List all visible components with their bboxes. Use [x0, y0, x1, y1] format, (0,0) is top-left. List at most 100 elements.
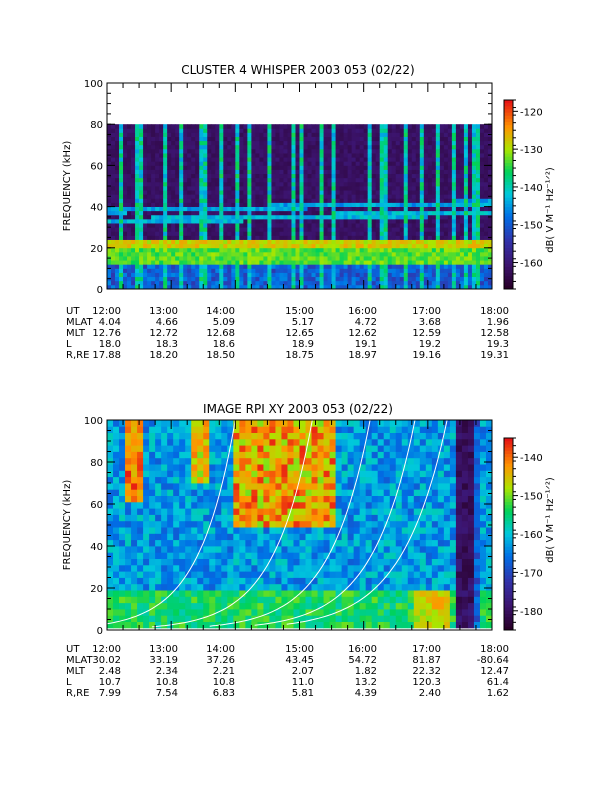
- spectrogram-cell: [143, 590, 150, 597]
- spectrogram-cell: [127, 165, 132, 170]
- spectrogram-cell: [187, 144, 192, 150]
- spectrogram-cell: [403, 210, 409, 216]
- spectrogram-cell: [471, 198, 477, 203]
- spectrogram-cell: [199, 153, 204, 158]
- ephemeris-row-label: MLAT: [66, 317, 93, 328]
- spectrogram-cell: [211, 227, 216, 232]
- spectrogram-cell: [221, 495, 228, 503]
- spectrogram-cell: [155, 148, 160, 154]
- spectrogram-cell: [251, 218, 256, 224]
- spectrogram-cell: [259, 198, 264, 203]
- spectrogram-cell: [251, 501, 258, 509]
- colorbar-cell: [504, 163, 513, 167]
- spectrogram-cell: [307, 243, 312, 249]
- spectrogram-cell: [131, 602, 138, 610]
- spectrogram-cell: [475, 144, 481, 150]
- spectrogram-cell: [111, 231, 116, 236]
- spectrogram-cell: [219, 280, 224, 286]
- spectrogram-cell: [131, 190, 136, 195]
- spectrogram-cell: [115, 260, 120, 265]
- spectrogram-cell: [183, 260, 188, 265]
- spectrogram-cell: [239, 268, 244, 273]
- spectrogram-cell: [221, 564, 228, 572]
- spectrogram-cell: [239, 132, 244, 137]
- spectrogram-cell: [251, 464, 258, 471]
- spectrogram-cell: [383, 239, 389, 245]
- spectrogram-cell: [115, 128, 120, 133]
- spectrogram-cell: [291, 181, 296, 187]
- spectrogram-cell: [287, 128, 292, 133]
- spectrogram-cell: [167, 194, 172, 199]
- spectrogram-cell: [107, 558, 114, 566]
- spectrogram-cell: [161, 564, 168, 572]
- spectrogram-cell: [197, 539, 204, 547]
- spectrogram-cell: [147, 210, 152, 216]
- spectrogram-cell: [359, 251, 365, 257]
- spectrogram-cell: [167, 571, 174, 578]
- spectrogram-cell: [155, 476, 162, 484]
- spectrogram-cell: [343, 140, 349, 146]
- spectrogram-cell: [119, 464, 126, 471]
- spectrogram-cell: [447, 124, 453, 129]
- spectrogram-cell: [239, 483, 246, 490]
- spectrogram-cell: [159, 181, 164, 187]
- spectrogram-cell: [219, 231, 224, 236]
- spectrogram-cell: [459, 264, 465, 269]
- spectrogram-cell: [371, 280, 377, 286]
- spectrogram-cell: [187, 247, 192, 253]
- spectrogram-cell: [257, 451, 264, 459]
- spectrogram-cell: [171, 157, 176, 162]
- spectrogram-cell: [475, 169, 481, 175]
- spectrogram-cell: [339, 194, 345, 199]
- spectrogram-cell: [291, 214, 296, 220]
- spectrogram-cell: [343, 276, 349, 282]
- spectrogram-cell: [303, 284, 308, 290]
- spectrogram-cell: [167, 260, 172, 265]
- spectrogram-cell: [263, 501, 270, 509]
- spectrogram-cell: [143, 583, 150, 591]
- spectrogram-cell: [243, 239, 248, 245]
- spectrogram-cell: [107, 140, 112, 146]
- spectrogram-cell: [255, 210, 260, 216]
- spectrogram-cell: [339, 153, 345, 158]
- spectrogram-cell: [347, 186, 353, 191]
- spectrogram-cell: [391, 157, 397, 162]
- spectrogram-cell: [343, 284, 349, 290]
- spectrogram-cell: [131, 284, 136, 290]
- spectrogram-cell: [269, 577, 276, 585]
- spectrogram-cell: [185, 527, 192, 534]
- spectrogram-cell: [463, 284, 469, 290]
- spectrogram-cell: [137, 546, 144, 553]
- spectrogram-cell: [303, 247, 308, 253]
- spectrogram-cell: [267, 140, 272, 146]
- spectrogram-cell: [383, 132, 389, 137]
- spectrogram-cell: [159, 157, 164, 162]
- spectrogram-cell: [327, 186, 332, 191]
- spectrogram-cell: [391, 169, 397, 175]
- spectrogram-cell: [339, 161, 345, 166]
- spectrogram-cell: [247, 227, 252, 232]
- spectrogram-cell: [113, 501, 120, 509]
- spectrogram-cell: [479, 235, 485, 240]
- spectrogram-cell: [119, 615, 126, 622]
- spectrogram-cell: [119, 284, 124, 290]
- spectrogram-cell: [255, 206, 260, 212]
- spectrogram-cell: [475, 165, 481, 170]
- spectrogram-cell: [227, 615, 234, 622]
- spectrogram-cell: [179, 546, 186, 553]
- colorbar-cell: [504, 166, 513, 170]
- spectrogram-cell: [263, 169, 268, 175]
- spectrogram-cell: [215, 136, 220, 142]
- spectrogram-cell: [215, 280, 220, 286]
- spectrogram-cell: [139, 198, 144, 203]
- spectrogram-cell: [125, 451, 132, 459]
- spectrogram-cell: [221, 420, 228, 427]
- spectrogram-cell: [115, 218, 120, 224]
- spectrogram-cell: [155, 464, 162, 471]
- spectrogram-cell: [287, 280, 292, 286]
- spectrogram-cell: [339, 247, 345, 253]
- spectrogram-cell: [263, 198, 268, 203]
- spectrogram-cell: [311, 223, 316, 228]
- spectrogram-cell: [215, 260, 220, 265]
- spectrogram-cell: [215, 165, 220, 170]
